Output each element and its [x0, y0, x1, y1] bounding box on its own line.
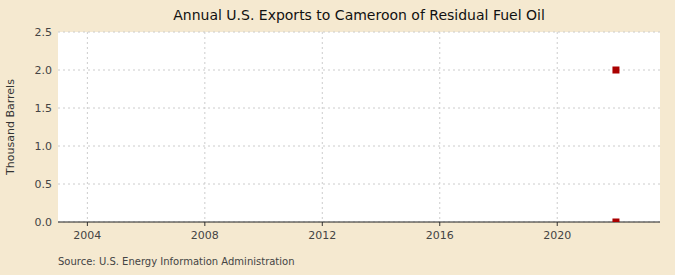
- points: [612, 67, 619, 223]
- x-tick: [557, 222, 558, 226]
- y-tick-label: 0.5: [35, 178, 53, 191]
- y-tick-label: 2.5: [35, 26, 53, 39]
- x-grid-line: [322, 32, 323, 222]
- title: Annual U.S. Exports to Cameroon of Resid…: [173, 7, 545, 23]
- chart: 0.0 0.5 1.0 1.5 2.0 2.5 2004 2008 2012 2016 2020 An…: [0, 0, 675, 275]
- x-grid-line: [439, 32, 440, 222]
- x-tick-label: 2020: [543, 229, 571, 242]
- x-tick: [87, 222, 88, 226]
- x-tick-label: 2012: [308, 229, 336, 242]
- y-tick-label: 2.0: [35, 64, 53, 77]
- x-grid-line: [204, 32, 205, 222]
- y-axis-label: Thousand Barrels: [4, 79, 17, 176]
- background: [0, 0, 675, 275]
- x-tick-label: 2016: [426, 229, 454, 242]
- y-grid-line: [58, 32, 660, 33]
- x-grid-line: [557, 32, 558, 222]
- y-grid-line: [58, 184, 660, 185]
- x-tick: [322, 222, 323, 226]
- y-grid-line: [58, 108, 660, 109]
- x-tick-label: 2008: [191, 229, 219, 242]
- plot-background: [58, 32, 660, 222]
- y-tick-label: 0.0: [35, 216, 53, 229]
- point: [612, 67, 619, 74]
- y-grid-line: [58, 70, 660, 71]
- y-grid-line: [58, 222, 660, 223]
- point: [612, 219, 619, 223]
- x-tick: [439, 222, 440, 226]
- x-grid-line: [87, 32, 88, 222]
- x-tick: [204, 222, 205, 226]
- y-tick-label: 1.5: [35, 102, 53, 115]
- y-tick-label: 1.0: [35, 140, 53, 153]
- x-axis-line: [58, 222, 660, 223]
- y-grid-line: [58, 146, 660, 147]
- source: Source: U.S. Energy Information Administ…: [58, 256, 295, 267]
- x-tick-label: 2004: [73, 229, 101, 242]
